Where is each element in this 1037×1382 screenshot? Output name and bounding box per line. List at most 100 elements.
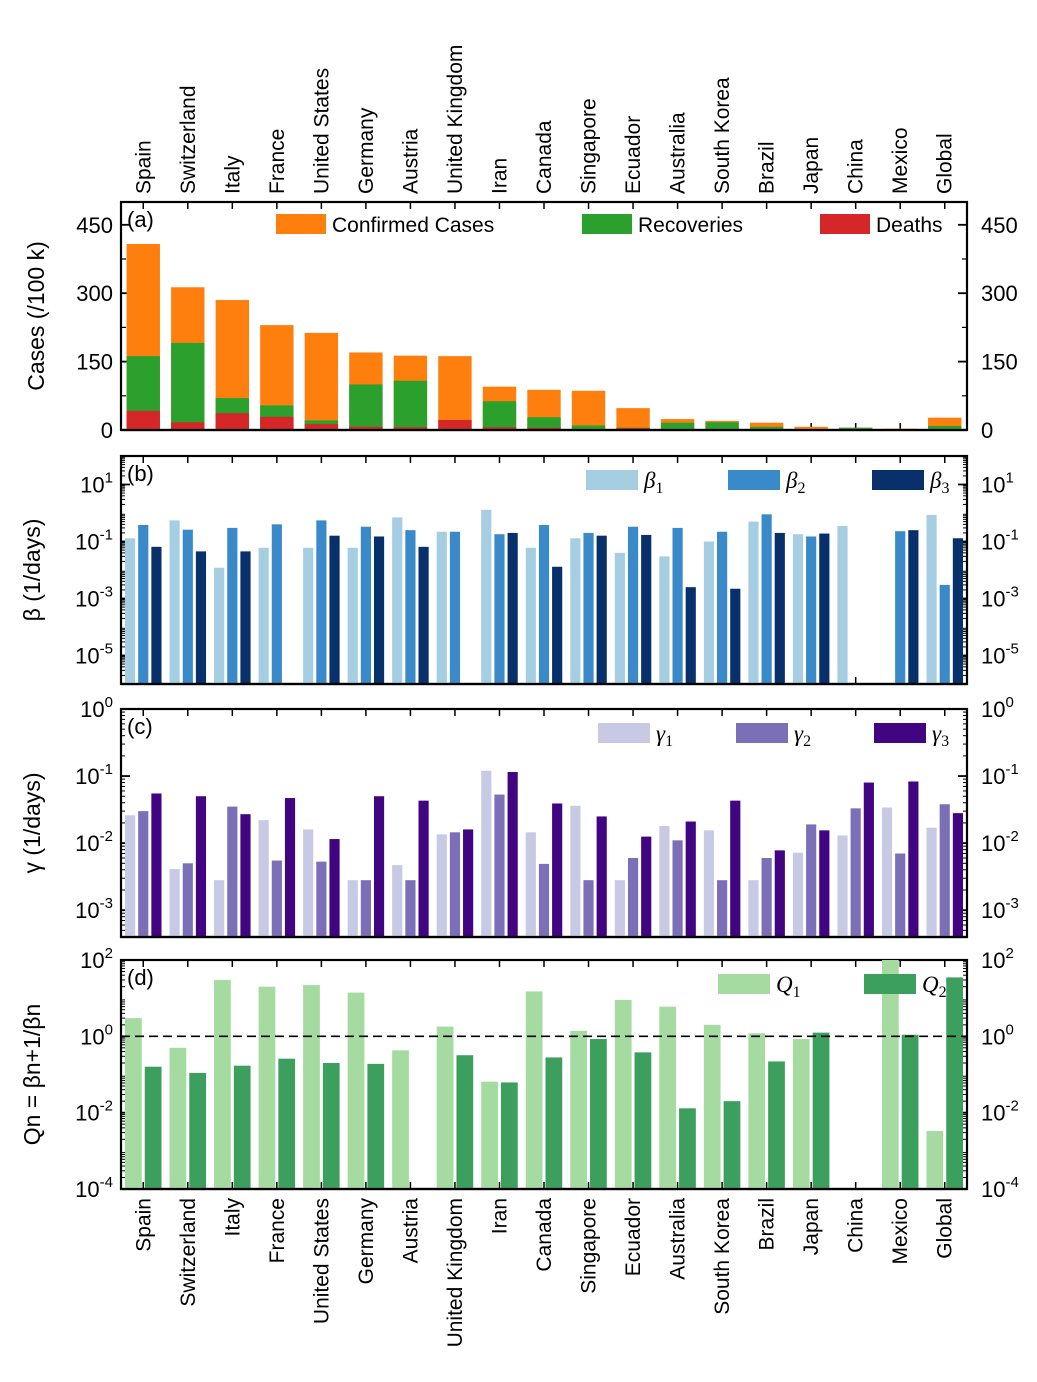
bar-confirmed-cases [616, 408, 650, 430]
bar-2 [360, 526, 371, 684]
category-label-bottom: Canada [533, 1198, 556, 1272]
panel-label: (c) [127, 714, 153, 739]
y-tick-label-right: 100 [981, 1021, 1014, 1049]
bar-1 [436, 531, 447, 684]
panel-label: (d) [127, 965, 154, 990]
bar-q1 [436, 1026, 454, 1189]
bar-q1 [258, 986, 276, 1189]
y-tick-label-right: 10-2 [981, 828, 1019, 856]
bar-2 [538, 524, 550, 684]
bar-q1 [570, 1030, 588, 1189]
bar-recoveries [482, 401, 517, 430]
legend-label: Deaths [876, 214, 943, 237]
category-label-top: Iran [488, 158, 511, 194]
y-tick-label: 10-2 [75, 828, 113, 856]
bar-2 [672, 527, 683, 684]
y-tick-label: 10-3 [75, 584, 113, 612]
category-label-top: Singapore [578, 98, 601, 194]
bar-3 [329, 535, 340, 684]
bar-2 [939, 584, 950, 684]
bar-3 [908, 530, 919, 684]
bar-3 [730, 800, 741, 937]
bar-1 [703, 830, 715, 937]
bar-1 [837, 525, 848, 684]
bar-deaths [349, 426, 383, 430]
category-label-bottom: South Korea [711, 1198, 734, 1315]
bar-2 [316, 520, 327, 684]
bar-q1 [748, 1033, 766, 1189]
legend-swatch-2 [736, 723, 788, 743]
bar-1 [881, 807, 893, 937]
category-label-bottom: Germany [355, 1198, 378, 1285]
bar-3 [463, 829, 474, 937]
category-label-bottom: Global [934, 1198, 957, 1259]
bar-q1 [347, 992, 365, 1189]
bar-2 [405, 880, 416, 937]
bar-1 [792, 534, 804, 684]
bar-recoveries [571, 425, 606, 430]
category-label-bottom: Mexico [889, 1198, 912, 1265]
category-label-top: Mexico [889, 127, 912, 194]
bar-1 [347, 880, 358, 937]
bar-2 [806, 824, 817, 937]
category-label-top: Germany [355, 107, 378, 194]
bar-deaths [171, 422, 205, 430]
bar-1 [303, 829, 314, 937]
bar-2 [850, 808, 861, 937]
bar-confirmed-cases [749, 422, 784, 430]
bar-q2 [723, 1101, 741, 1189]
bar-q2 [679, 1108, 696, 1189]
bar-1 [258, 547, 269, 684]
legend-swatch-recoveries [582, 214, 632, 234]
legend-swatch-2 [728, 470, 780, 490]
bar-1 [214, 567, 225, 684]
bar-1 [481, 509, 492, 684]
category-label-top: Australia [667, 112, 690, 194]
panel-label: (a) [127, 207, 154, 232]
bar-recoveries [393, 380, 428, 430]
bar-1 [258, 820, 269, 937]
y-tick-label: 101 [80, 470, 113, 498]
bar-1 [303, 547, 314, 684]
category-label-top: Italy [221, 155, 244, 194]
bar-q2 [768, 1061, 785, 1189]
bar-1 [169, 520, 180, 684]
bar-1 [659, 556, 670, 684]
bar-2 [271, 524, 282, 684]
legend-swatch-3 [872, 470, 924, 490]
bar-2 [182, 529, 193, 684]
bar-q1 [614, 999, 632, 1189]
bar-2 [227, 806, 238, 937]
bar-3 [373, 536, 385, 684]
y-tick-label: 100 [80, 1021, 113, 1049]
y-tick-label-right: 450 [981, 213, 1018, 238]
bar-2 [939, 804, 950, 937]
legend-label: γ2 [794, 721, 811, 750]
y-tick-label-right: 10-3 [981, 895, 1019, 923]
legend-swatch-q1 [718, 974, 770, 994]
category-label-bottom: Singapore [578, 1198, 601, 1294]
bar-recoveries [527, 417, 561, 430]
bar-q1 [792, 1039, 810, 1189]
legend-label: β2 [785, 468, 805, 497]
bar-recoveries [705, 422, 739, 430]
bar-2 [138, 524, 149, 684]
y-tick-label: 150 [76, 350, 113, 375]
bar-q2 [590, 1039, 607, 1189]
bar-q2 [322, 1063, 340, 1189]
bar-1 [436, 834, 447, 937]
category-label-bottom: Iran [488, 1198, 511, 1234]
bar-2 [761, 514, 772, 684]
bar-confirmed-cases [304, 332, 339, 430]
bar-3 [240, 814, 251, 937]
bar-2 [895, 531, 906, 684]
bar-1 [926, 515, 937, 684]
category-label-bottom: Ecuador [622, 1198, 645, 1276]
bar-q2 [901, 1034, 919, 1189]
bar-3 [863, 782, 874, 937]
y-tick-label-right: 101 [981, 470, 1014, 498]
bar-2 [538, 863, 550, 937]
bar-1 [525, 832, 536, 937]
bar-2 [182, 863, 193, 937]
legend-swatch-deaths [820, 214, 870, 234]
